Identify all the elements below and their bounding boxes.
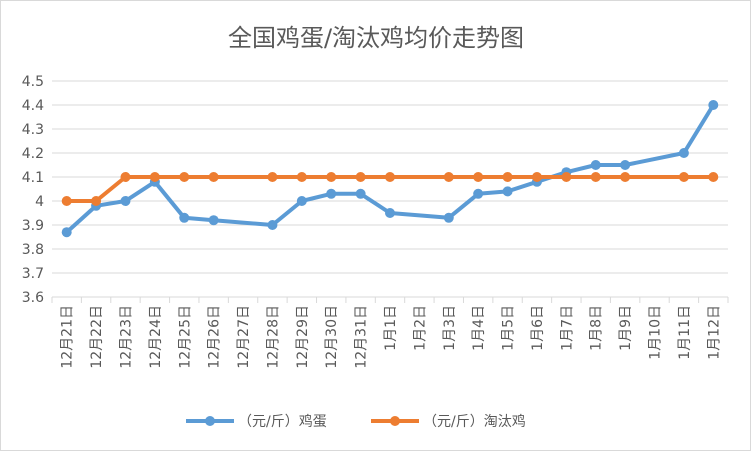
x-tick-label: 12月31日 [354, 305, 370, 369]
y-tick-label: 4.5 [22, 74, 44, 90]
x-tick-label: 1月10日 [648, 305, 664, 360]
data-point [267, 172, 278, 182]
x-axis: 12月21日 12月22日 12月23日 12月24日 12月25日 12月26日 12月2… [51, 296, 729, 369]
data-point [149, 172, 160, 182]
data-point [561, 172, 572, 182]
x-tick-label: 12月25日 [177, 305, 193, 369]
data-point [708, 172, 719, 182]
data-point [620, 160, 631, 170]
data-point [267, 220, 278, 230]
data-point [120, 172, 131, 182]
y-tick-label: 4.2 [22, 146, 44, 162]
x-tick-label: 1月5日 [501, 305, 517, 351]
x-tick-label: 1月2日 [412, 305, 428, 351]
data-point [355, 188, 366, 199]
data-point [502, 172, 513, 182]
x-tick-label: 12月26日 [207, 305, 223, 369]
x-tick-label: 1月1日 [383, 305, 399, 351]
data-point [590, 172, 601, 182]
x-tick-label: 1月11日 [677, 305, 693, 360]
x-tick-label: 12月22日 [89, 305, 105, 369]
x-tick-label: 1月4日 [471, 305, 487, 351]
data-point [296, 172, 307, 182]
legend-marker [205, 416, 215, 426]
x-tick-label: 12月29日 [295, 305, 311, 369]
x-tick-label: 12月21日 [60, 305, 76, 369]
x-tick-label: 1月6日 [530, 305, 546, 351]
y-tick-label: 3.9 [22, 218, 44, 234]
data-point [385, 208, 395, 218]
data-point [678, 148, 689, 158]
x-tick-label: 1月3日 [442, 305, 458, 351]
chart-title: 全国鸡蛋/淘汰鸡均价走势图 [228, 24, 524, 52]
data-point [61, 196, 72, 206]
data-point [590, 160, 601, 170]
data-point [708, 100, 719, 110]
data-point [385, 172, 395, 182]
data-point [208, 172, 219, 182]
data-point [531, 172, 542, 182]
data-point [502, 186, 513, 197]
x-tick-label: 12月23日 [118, 305, 134, 369]
y-tick-label: 4.4 [22, 98, 44, 114]
legend-marker [390, 416, 400, 426]
data-point [473, 172, 484, 182]
data-point [296, 196, 307, 206]
data-point [326, 188, 337, 199]
data-point [443, 172, 454, 182]
y-axis: 3.6 3.7 3.8 3.9 4 4.1 4.2 4.3 4.4 4.5 [22, 74, 44, 306]
x-tick-label: 12月27日 [236, 305, 252, 369]
legend-label: （元/斤）淘汰鸡 [423, 413, 526, 430]
x-tick-label: 1月12日 [706, 305, 722, 360]
x-tick-label: 1月8日 [589, 305, 605, 351]
data-point [61, 227, 72, 238]
data-point [473, 188, 484, 199]
y-tick-label: 4 [35, 194, 44, 210]
x-tick-label: 12月24日 [148, 305, 164, 369]
data-point [678, 172, 689, 182]
x-tick-label: 1月9日 [618, 305, 634, 351]
y-tick-label: 3.6 [22, 290, 44, 306]
series-lines [61, 100, 719, 238]
legend-label: （元/斤）鸡蛋 [238, 413, 327, 430]
data-point [120, 196, 131, 206]
y-tick-label: 3.8 [22, 242, 44, 258]
series-line [64, 103, 716, 235]
data-point [179, 172, 190, 182]
x-tick-label: 1月7日 [559, 305, 575, 351]
gridlines [52, 80, 728, 298]
data-point [443, 212, 454, 223]
x-tick-label: 12月28日 [265, 305, 281, 369]
data-point [326, 172, 337, 182]
data-point [620, 172, 631, 182]
x-tick-label: 12月30日 [324, 305, 340, 369]
data-point [355, 172, 366, 182]
legend: （元/斤）鸡蛋 （元/斤）淘汰鸡 [186, 413, 526, 430]
y-tick-label: 4.3 [22, 122, 44, 138]
y-tick-label: 4.1 [22, 170, 44, 186]
y-tick-label: 3.7 [22, 266, 44, 282]
data-point [91, 196, 102, 206]
data-point [208, 215, 219, 226]
data-point [179, 212, 190, 223]
